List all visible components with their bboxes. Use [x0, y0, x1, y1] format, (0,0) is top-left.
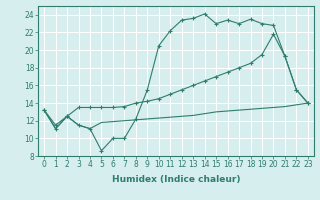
- X-axis label: Humidex (Indice chaleur): Humidex (Indice chaleur): [112, 175, 240, 184]
